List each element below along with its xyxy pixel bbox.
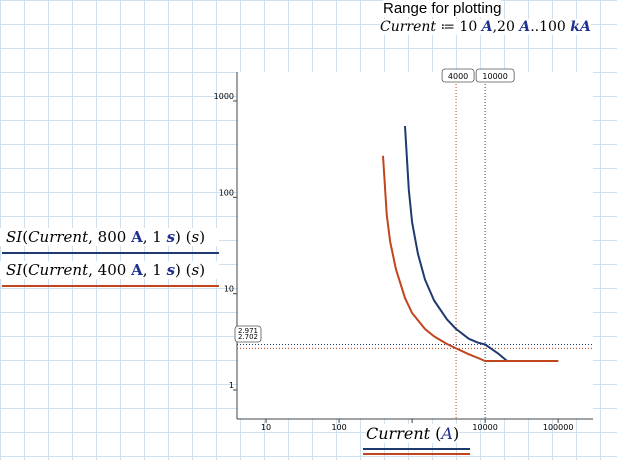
def-unit-2: A [519,19,531,35]
range-title: Range for plotting [383,0,502,17]
y-tick-label-3: 1000 [214,92,234,101]
plot-background [237,72,593,419]
x-marker-box-1 [475,68,515,83]
def-range-op: .. [530,19,540,35]
def-separator: , [492,19,498,35]
x-tick-label-1: 100 [331,423,346,432]
y-tick-label-1: 10 [224,285,234,294]
def-unit-3: kA [570,19,591,35]
y-legend-entry-1[interactable]: SI(Current, 800 A, 1 s) (s) [0,228,219,246]
x-label-var: Current [366,424,431,443]
x-legend-line-1 [363,448,470,450]
current-definition[interactable]: Current ≔ 10 A,20 A..100 kA [380,19,591,35]
series-line-1 [382,155,559,362]
x-tick-label-0: 10 [261,423,271,432]
def-assign-op: ≔ [440,19,455,35]
x-marker-label-0: 4000 [448,72,468,81]
x-tick-label-3: 10000 [472,423,497,432]
series-line-0 [404,125,559,362]
x-axis-label[interactable]: Current (A) [366,424,460,443]
x-marker-label-1: 10000 [482,72,507,81]
y-legend-entry-2[interactable]: SI(Current, 400 A, 1 s) (s) [0,261,219,279]
x-label-unit: A [441,424,453,443]
y-legend-line-1 [2,252,219,254]
y-marker-box [234,325,262,343]
y-tick-label-0: 1 [229,381,234,390]
x-legend-line-2 [363,453,470,455]
def-value-3: 100 [539,19,566,35]
x-marker-box-0 [441,68,475,83]
def-value-1: 10 [459,19,478,35]
y-tick-label-2: 100 [219,188,234,197]
y-legend-line-2 [2,285,219,287]
x-tick-label-4: 100000 [543,423,574,432]
def-variable: Current [380,19,437,35]
def-unit-1: A [481,19,493,35]
def-value-2: 20 [497,19,515,35]
y-marker-label-0: 2.971 [238,327,258,335]
y-marker-label-1: 2.702 [238,333,258,341]
